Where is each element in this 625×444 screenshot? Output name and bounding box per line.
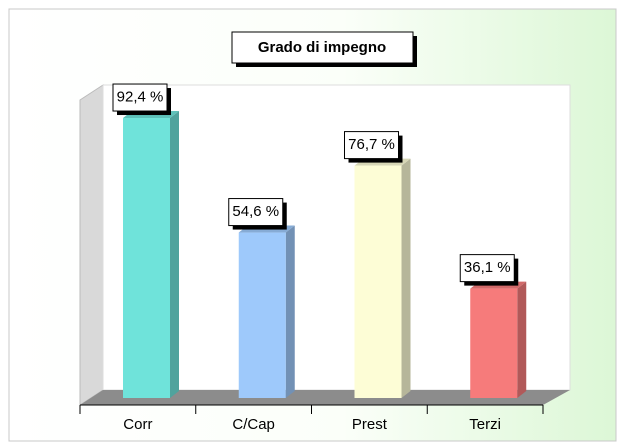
x-tick-label: Terzi bbox=[469, 416, 501, 433]
bar-side bbox=[517, 281, 527, 398]
label-box bbox=[459, 254, 515, 283]
label-box bbox=[344, 131, 399, 160]
bar bbox=[470, 288, 518, 398]
value-label: 54,6 % bbox=[232, 203, 279, 220]
chart-title: Grado di impegno bbox=[258, 39, 386, 56]
title-box bbox=[231, 31, 414, 64]
floor bbox=[80, 390, 570, 405]
bar bbox=[238, 232, 286, 398]
x-tick-label: Corr bbox=[123, 416, 152, 433]
x-tick-label: C/Cap bbox=[232, 416, 275, 433]
x-tick-label: Prest bbox=[352, 416, 388, 433]
value-label: 76,7 % bbox=[348, 136, 395, 153]
side-wall bbox=[79, 84, 104, 406]
label-box bbox=[112, 83, 168, 112]
value-label: 92,4 % bbox=[117, 88, 164, 105]
bar bbox=[123, 118, 170, 398]
value-label: 36,1 % bbox=[464, 259, 511, 276]
bar-side bbox=[401, 158, 411, 398]
label-box bbox=[228, 198, 284, 227]
bar-side bbox=[170, 111, 179, 398]
bar-side bbox=[285, 225, 295, 398]
bar bbox=[354, 165, 402, 398]
